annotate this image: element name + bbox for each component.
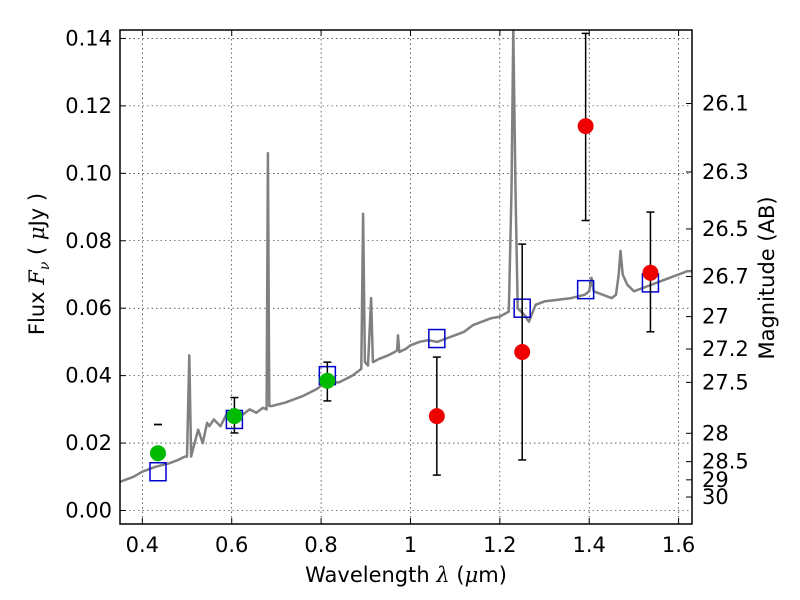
observed-optical-point: [149, 445, 166, 462]
y2-tick-label: 26.1: [702, 92, 749, 116]
y-tick-label: 0.04: [65, 364, 112, 388]
x-tick-label: 1: [404, 533, 417, 557]
y2-tick-label: 26.7: [702, 264, 749, 288]
x-tick-label: 0.8: [304, 533, 337, 557]
y2-tick-label: 26.5: [702, 217, 749, 241]
x-axis-label: Wavelength λ (μm): [305, 563, 507, 587]
x-tick-label: 0.6: [215, 533, 248, 557]
observed-nir-point: [514, 344, 531, 361]
model-square-point: [576, 279, 595, 300]
y2-tick-label: 27.2: [702, 337, 749, 361]
y-tick-label: 0.06: [65, 296, 112, 320]
y-tick-label: 0.12: [65, 94, 112, 118]
x-tick-label: 0.4: [126, 533, 159, 557]
observed-optical-point: [226, 408, 243, 425]
x-tick-label: 1.6: [662, 533, 695, 557]
plot-frame: [119, 29, 693, 525]
ticks: 0.4 0.6 0.8 1 1.2 1.4 1.6 0.00 0.02 0.04 0.06 0.08 0…: [65, 26, 749, 557]
y2-tick-label: 27: [702, 305, 729, 329]
y-tick-label: 0.00: [65, 499, 112, 523]
y-tick-label: 0.02: [65, 431, 112, 455]
y-tick-label: 0.10: [65, 161, 112, 185]
grid: [120, 30, 692, 524]
observed-nir-point: [428, 408, 445, 425]
y2-tick-label: 30: [702, 485, 729, 509]
observed-nir-point: [577, 118, 594, 135]
spectrum-line: [120, 30, 692, 483]
observed-nir-point: [642, 264, 659, 281]
data-layer: [120, 30, 692, 483]
y2-tick-label: 26.3: [702, 160, 749, 184]
y2-tick-label: 27.5: [702, 370, 749, 394]
x-tick-label: 1.4: [573, 533, 606, 557]
y2-tick-label: 28: [702, 421, 729, 445]
y-tick-label: 0.08: [65, 229, 112, 253]
observed-optical-point: [319, 372, 336, 389]
y-tick-label: 0.14: [65, 26, 112, 50]
model-square-point: [428, 328, 446, 349]
y-axis-label: Flux Fν ( μJy ): [25, 193, 53, 335]
y2-tick-label: 28.5: [702, 450, 749, 474]
model-square-point: [149, 461, 167, 482]
y2-tick-label: 29: [702, 468, 729, 492]
x-tick-label: 1.2: [483, 533, 516, 557]
y2-axis-label: Magnitude (AB): [755, 196, 779, 359]
